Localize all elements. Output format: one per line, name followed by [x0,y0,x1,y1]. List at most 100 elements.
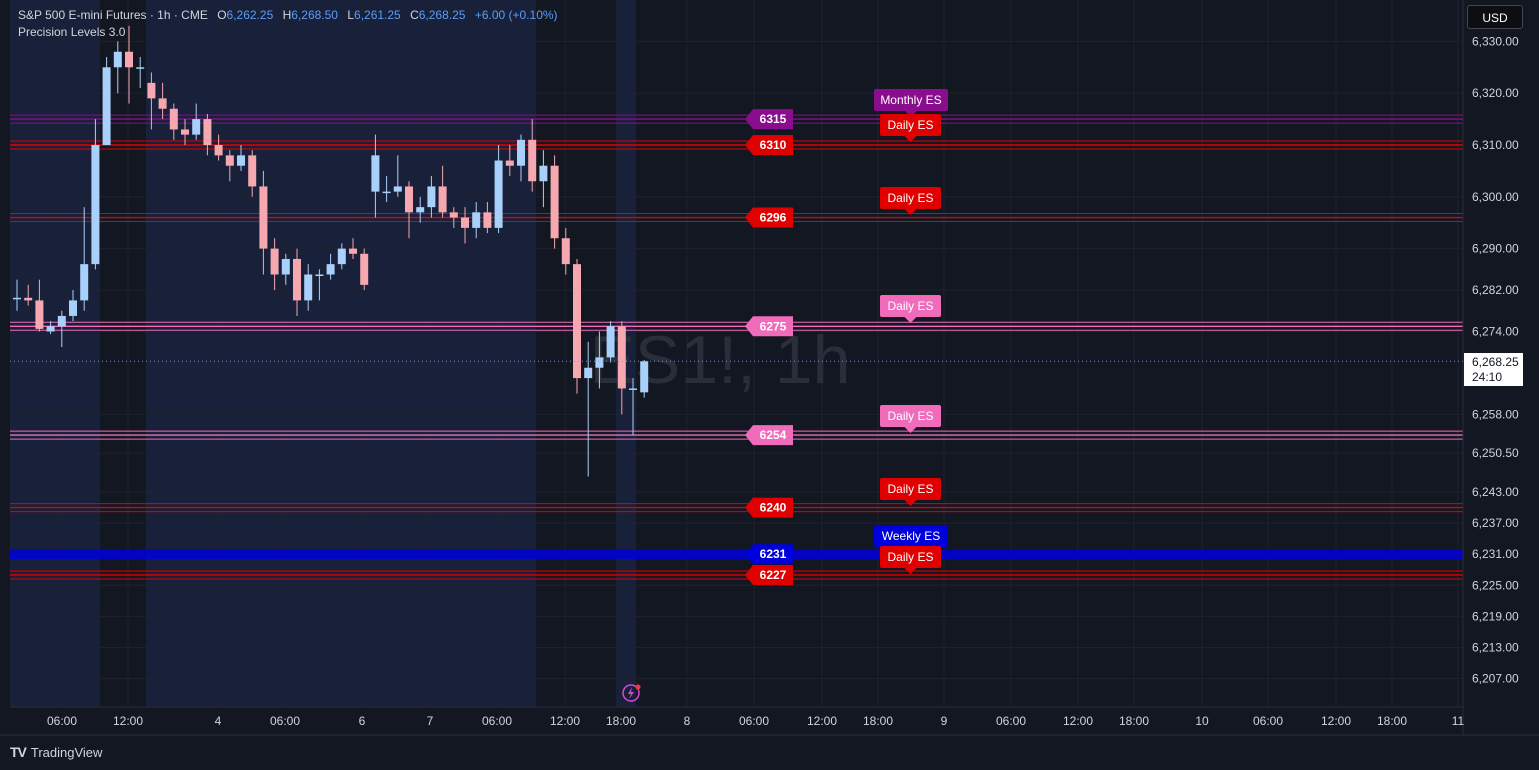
time-axis-tick[interactable]: 12:00 [1063,714,1093,728]
level-price-tag[interactable] [745,425,793,446]
level-price-tag[interactable] [745,316,793,337]
time-axis-tick[interactable]: 18:00 [1119,714,1149,728]
level-tag-pointer [904,209,917,215]
candle-body [113,51,122,68]
level-tag-box[interactable] [880,187,941,209]
level-tag-box[interactable] [874,525,948,547]
close-label: C [410,8,419,22]
level-tag-box[interactable] [874,89,948,111]
candle-body [472,212,481,228]
level-price-label: 6231 [760,547,787,561]
time-axis-tick[interactable]: 10 [1195,714,1209,728]
level-price-tag[interactable] [745,135,793,155]
candle-body [382,191,391,194]
price-axis-tick[interactable]: 6,231.00 [1472,547,1519,561]
level-price-tag[interactable] [745,544,793,565]
price-axis-tick[interactable]: 6,330.00 [1472,34,1519,48]
lightning-event-icon[interactable] [622,684,640,702]
current-price-value: 6,268.25 [1472,355,1519,369]
price-axis-tick[interactable]: 6,310.00 [1472,138,1519,152]
level-price-label: 6227 [760,568,787,582]
candle-body [259,186,268,249]
level-tag-box[interactable] [880,546,941,568]
time-axis-tick[interactable]: 7 [427,714,434,728]
time-axis-tick[interactable]: 18:00 [1377,714,1407,728]
open-label: O [217,8,227,22]
price-axis-tick[interactable]: 6,282.00 [1472,283,1519,297]
time-axis-tick[interactable]: 06:00 [47,714,77,728]
price-axis-tick[interactable]: 6,320.00 [1472,86,1519,100]
level-tag-label: Daily ES [887,118,933,132]
candle-body [595,357,604,368]
level-price-tag[interactable] [745,564,793,585]
level-tag-box[interactable] [880,405,941,427]
level-price-label: 6275 [760,319,787,333]
time-axis-tick[interactable]: 06:00 [739,714,769,728]
level-price-tag[interactable] [745,109,793,130]
level-tag-box[interactable] [880,478,941,500]
symbol-watermark: ES1!, 1h [590,322,851,398]
level-price-label: 6315 [760,112,787,126]
level-tag-box[interactable] [880,114,941,136]
time-axis-tick[interactable]: 18:00 [863,714,893,728]
level-price-label: 6254 [760,428,787,442]
level-tag-label: Daily ES [887,409,933,423]
time-axis-tick[interactable]: 12:00 [550,714,580,728]
price-axis-tick[interactable]: 6,258.00 [1472,407,1519,421]
price-axis-tick[interactable]: 6,207.00 [1472,672,1519,686]
candle-body [438,186,447,213]
candle-body [561,238,570,265]
time-axis-tick[interactable]: 12:00 [807,714,837,728]
level-tag-box[interactable] [880,295,941,317]
time-axis-tick[interactable]: 4 [215,714,222,728]
candle-body [539,165,548,182]
time-axis-tick[interactable]: 6 [359,714,366,728]
open-value: 6,262.25 [226,8,274,22]
price-axis-tick[interactable]: 6,250.50 [1472,446,1519,460]
time-axis-tick[interactable]: 11 [1452,714,1465,728]
candle-body [136,67,145,69]
time-axis-tick[interactable]: 06:00 [270,714,300,728]
candle-body [573,264,581,379]
change-value: +6.00 (+0.10%) [474,8,558,22]
level-price-tag[interactable] [745,207,793,228]
level-tag-pointer [904,136,917,142]
tradingview-brand[interactable]: TV TradingView [10,744,102,760]
price-axis-tick[interactable]: 6,237.00 [1472,516,1519,530]
time-axis-tick[interactable]: 12:00 [113,714,143,728]
symbol-title[interactable]: S&P 500 E-mini Futures · 1h · CME [18,8,208,22]
price-axis-tick[interactable]: 6,243.00 [1472,485,1519,499]
level-price-tag[interactable] [745,497,793,518]
time-axis-tick[interactable]: 06:00 [996,714,1026,728]
candle-body [80,264,89,301]
candle-body [147,82,156,99]
candle-body [483,212,492,228]
price-axis-tick[interactable]: 6,225.00 [1472,578,1519,592]
candle-body [528,139,537,182]
price-axis-tick[interactable]: 6,219.00 [1472,609,1519,623]
currency-button[interactable]: USD [1467,5,1523,29]
time-axis-tick[interactable]: 8 [684,714,691,728]
candle-body [371,155,380,192]
time-axis-tick[interactable]: 06:00 [482,714,512,728]
price-axis-tick[interactable]: 6,300.00 [1472,190,1519,204]
time-axis-tick[interactable]: 18:00 [606,714,636,728]
price-axis-tick[interactable]: 6,213.00 [1472,640,1519,654]
time-axis-tick[interactable]: 9 [941,714,948,728]
time-axis-tick[interactable]: 12:00 [1321,714,1351,728]
brand-name: TradingView [30,744,103,760]
candle-body [461,217,469,228]
price-axis-tick[interactable]: 6,290.00 [1472,242,1519,256]
candle-body [192,119,201,135]
candle-body [427,186,436,208]
level-tag-label: Weekly ES [882,529,940,543]
candle-body [248,155,257,187]
price-axis-tick[interactable]: 6,274.00 [1472,324,1519,338]
candle-body [337,248,346,265]
time-axis-tick[interactable]: 06:00 [1253,714,1283,728]
indicator-legend[interactable]: Precision Levels 3.0 [18,25,126,39]
level-tag-pointer [904,500,917,506]
candle-body [505,160,514,166]
candle-body [494,160,503,228]
